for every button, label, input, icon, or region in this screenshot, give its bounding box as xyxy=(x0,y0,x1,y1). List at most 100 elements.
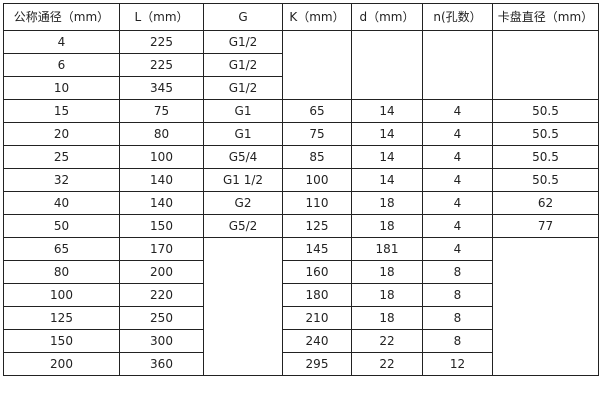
table-cell: 8 xyxy=(422,306,493,330)
table-cell: 100 xyxy=(282,168,352,192)
header-cell: n(孔数） xyxy=(422,3,493,31)
table-cell: 80 xyxy=(3,260,120,284)
header-row: 公称通径（mm） L（mm） G K（mm） d（mm） n(孔数） 卡盘直径（… xyxy=(3,3,599,31)
table-cell: G1/2 xyxy=(203,30,283,54)
table-row: 25 100 G5/4 85 14 4 50.5 xyxy=(3,145,599,169)
table-cell: 200 xyxy=(3,352,120,376)
header-cell: L（mm） xyxy=(119,3,204,31)
table-cell: G2 xyxy=(203,191,283,215)
table-cell: 18 xyxy=(351,260,423,284)
table-cell: G1/2 xyxy=(203,53,283,77)
table-cell: 20 xyxy=(3,122,120,146)
table-cell: 100 xyxy=(119,145,204,169)
table-cell xyxy=(282,30,352,100)
table-cell: 110 xyxy=(282,191,352,215)
table-cell: 4 xyxy=(422,168,493,192)
table-cell: 150 xyxy=(119,214,204,238)
table-row: 15 75 G1 65 14 4 50.5 xyxy=(3,99,599,123)
table-cell: 12 xyxy=(422,352,493,376)
table-cell: 65 xyxy=(3,237,120,261)
table-row: 65 170 145 181 4 xyxy=(3,237,599,376)
table-cell: 4 xyxy=(422,191,493,215)
table-cell: 14 xyxy=(351,122,423,146)
table-cell: 360 xyxy=(119,352,204,376)
spec-table: 公称通径（mm） L（mm） G K（mm） d（mm） n(孔数） 卡盘直径（… xyxy=(3,3,599,376)
table-cell xyxy=(203,237,283,376)
table-cell: 240 xyxy=(282,329,352,353)
table-cell: 4 xyxy=(422,122,493,146)
table-cell: 4 xyxy=(422,237,493,261)
table-cell: 18 xyxy=(351,283,423,307)
table-cell: 4 xyxy=(422,214,493,238)
table-cell: 14 xyxy=(351,145,423,169)
header-cell: d（mm） xyxy=(351,3,423,31)
table-cell: 25 xyxy=(3,145,120,169)
table-row: 40 140 G2 110 18 4 62 xyxy=(3,191,599,215)
table-row: 50 150 G5/2 125 18 4 77 xyxy=(3,214,599,238)
table-cell: 100 xyxy=(3,283,120,307)
table-cell: 200 xyxy=(119,260,204,284)
table-cell: 210 xyxy=(282,306,352,330)
table-cell: 10 xyxy=(3,76,120,100)
table-row: 20 80 G1 75 14 4 50.5 xyxy=(3,122,599,146)
table-cell xyxy=(492,30,599,100)
header-cell: K（mm） xyxy=(282,3,352,31)
table-cell: 170 xyxy=(119,237,204,261)
table-row: 4 225 G1/2 xyxy=(3,30,599,100)
table-cell: 50 xyxy=(3,214,120,238)
table-cell: 225 xyxy=(119,30,204,54)
header-cell: G xyxy=(203,3,283,31)
table-cell: 140 xyxy=(119,191,204,215)
table-cell: 15 xyxy=(3,99,120,123)
table-row: 200 360 295 22 12 xyxy=(3,352,599,376)
table-cell: 181 xyxy=(351,237,423,261)
table-cell: 50.5 xyxy=(492,145,599,169)
table-cell: 18 xyxy=(351,214,423,238)
table-cell: 40 xyxy=(3,191,120,215)
table-cell: 300 xyxy=(119,329,204,353)
table-cell: G1 1/2 xyxy=(203,168,283,192)
table-cell: 22 xyxy=(351,329,423,353)
table-cell: 18 xyxy=(351,191,423,215)
table-row: 32 140 G1 1/2 100 14 4 50.5 xyxy=(3,168,599,192)
table-cell: 4 xyxy=(422,145,493,169)
table-cell: 4 xyxy=(3,30,120,54)
table-cell: G1 xyxy=(203,99,283,123)
table-cell: 6 xyxy=(3,53,120,77)
table-cell: 8 xyxy=(422,329,493,353)
table-cell: 8 xyxy=(422,260,493,284)
table-cell: 225 xyxy=(119,53,204,77)
table-cell: 22 xyxy=(351,352,423,376)
table-row: 6 225 G1/2 xyxy=(3,53,599,77)
table-row: 80 200 160 18 8 xyxy=(3,260,599,284)
table-cell: 50.5 xyxy=(492,168,599,192)
table-cell xyxy=(351,30,423,100)
table-cell: 14 xyxy=(351,168,423,192)
table-cell: 145 xyxy=(282,237,352,261)
table-cell: 18 xyxy=(351,306,423,330)
table-cell: 14 xyxy=(351,99,423,123)
table-cell: 65 xyxy=(282,99,352,123)
table-cell: G5/2 xyxy=(203,214,283,238)
table-cell: 220 xyxy=(119,283,204,307)
table-cell: 50.5 xyxy=(492,122,599,146)
header-cell: 卡盘直径（mm） xyxy=(492,3,599,31)
table-cell: 62 xyxy=(492,191,599,215)
header-cell: 公称通径（mm） xyxy=(3,3,120,31)
table-cell: 150 xyxy=(3,329,120,353)
table-cell: 295 xyxy=(282,352,352,376)
table-cell: 85 xyxy=(282,145,352,169)
table-cell: G1 xyxy=(203,122,283,146)
table-cell: 75 xyxy=(119,99,204,123)
table-cell: G5/4 xyxy=(203,145,283,169)
table-row: 150 300 240 22 8 xyxy=(3,329,599,353)
table-cell: 345 xyxy=(119,76,204,100)
table-cell: 80 xyxy=(119,122,204,146)
table-cell xyxy=(422,30,493,100)
table-cell: 77 xyxy=(492,214,599,238)
table-cell xyxy=(492,237,599,376)
table-row: 125 250 210 18 8 xyxy=(3,306,599,330)
table-cell: 160 xyxy=(282,260,352,284)
table-cell: 32 xyxy=(3,168,120,192)
table-cell: 75 xyxy=(282,122,352,146)
